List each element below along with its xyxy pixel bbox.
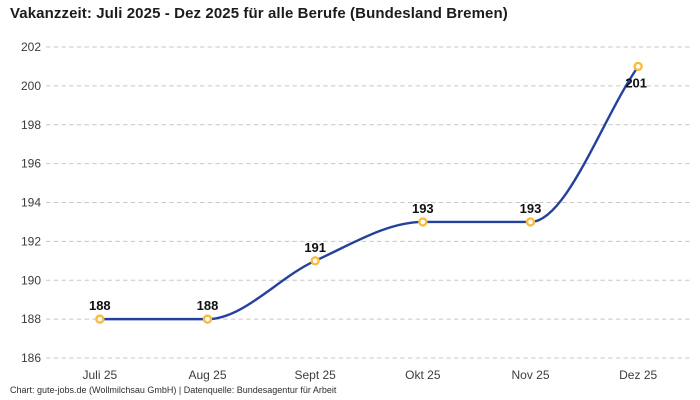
y-tick-label: 198: [21, 118, 41, 132]
chart-title: Vakanzzeit: Juli 2025 - Dez 2025 für all…: [10, 5, 508, 22]
x-tick-label: Okt 25: [405, 368, 441, 382]
data-point-label: 191: [304, 240, 326, 255]
x-tick-label: Nov 25: [511, 368, 549, 382]
y-tick-label: 190: [21, 273, 41, 287]
data-point-marker: [525, 217, 536, 227]
x-tick-label: Sept 25: [294, 368, 336, 382]
x-tick-label: Dez 25: [619, 368, 657, 382]
trend-line: [98, 65, 640, 321]
data-point-label: 193: [412, 201, 434, 216]
chart-attribution: Chart: gute-jobs.de (Wollmilchsau GmbH) …: [10, 385, 337, 395]
y-tick-label: 202: [21, 40, 41, 54]
y-tick-label: 186: [21, 351, 41, 365]
data-point-marker: [418, 217, 428, 227]
data-point-marker: [310, 256, 320, 266]
y-tick-label: 196: [21, 157, 41, 171]
y-tick-label: 194: [21, 196, 41, 210]
data-point-label: 193: [520, 201, 542, 216]
data-point-marker: [633, 61, 643, 72]
data-point-marker: [202, 314, 213, 324]
y-tick-label: 200: [21, 79, 41, 93]
y-tick-label: 188: [21, 312, 41, 326]
data-point-label: 188: [197, 298, 219, 313]
x-tick-label: Juli 25: [82, 368, 117, 382]
y-tick-label: 192: [21, 234, 41, 248]
data-point-label: 201: [625, 75, 647, 90]
data-point-label: 188: [89, 298, 111, 313]
x-tick-label: Aug 25: [188, 368, 226, 382]
data-point-marker: [95, 314, 105, 324]
